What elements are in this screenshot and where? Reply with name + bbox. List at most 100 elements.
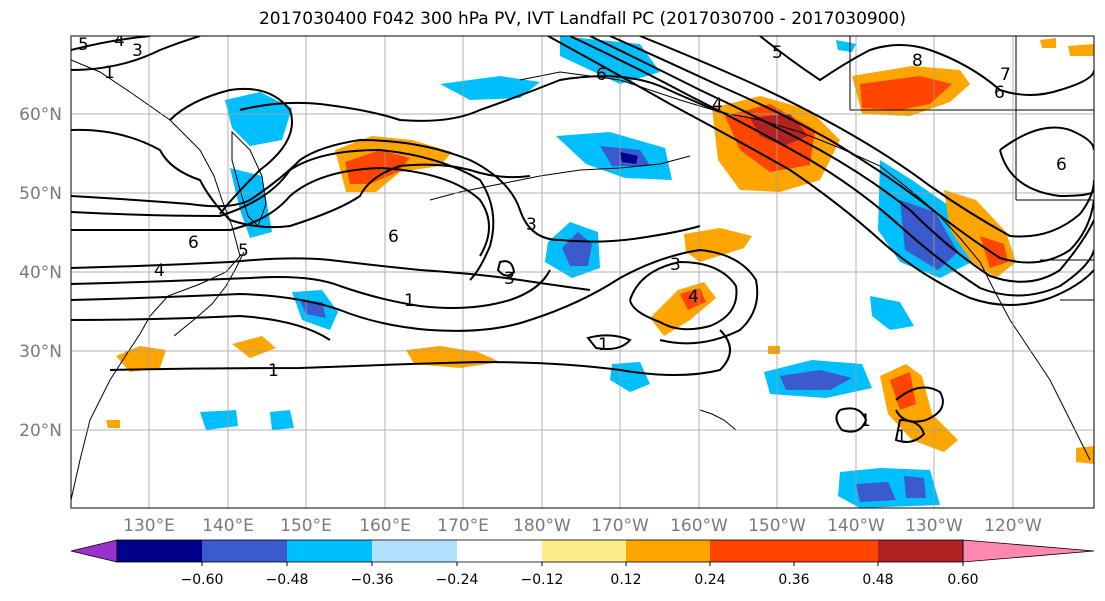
pv-negative-patch [780,370,852,390]
contour-label: 1 [268,361,279,381]
pv-positive-patch [1040,38,1056,48]
pv-positive-patch [890,372,916,410]
pv-positive-patch [106,420,120,428]
lon-label: 170°W [591,516,649,536]
pv-contour [835,407,868,433]
lon-label: 160°E [359,516,411,536]
colorbar-segment [794,540,878,562]
map-frame [70,35,1095,509]
colorbar-tick-label: 0.48 [862,572,893,588]
contour-label: 6 [388,227,399,247]
pv-negative-patch [440,76,540,100]
pv-contour [71,314,331,341]
colorbar-ticks [201,562,964,566]
lon-label: 150°E [280,516,332,536]
colorbar-tick-label: −0.36 [351,572,394,588]
contour-label: 4 [114,31,125,51]
colorbar-tick-label: 0.60 [947,572,978,588]
pv-contour [71,36,201,71]
pv-contour [547,36,1094,306]
contour-label: 1 [896,427,907,447]
contour-label: 4 [688,287,699,307]
map-title: 2017030400 F042 300 hPa PV, IVT Landfall… [258,9,906,29]
pv-positive-patch [860,76,952,110]
contour-labels: 5 4 3 1 5 4 8 7 6 6 6 5 6 3 3 3 4 1 1 1 [78,31,1067,447]
colorbar-segment [457,540,542,562]
colorbar-segment [287,540,372,562]
colorbar-segment [372,540,457,562]
contour-label: 7 [1000,65,1011,85]
pv-contour [71,248,759,345]
pv-contour [71,166,490,257]
colorbar-tick-label: −0.12 [521,572,564,588]
colorbar: −0.60 −0.48 −0.36 −0.24 −0.12 0.12 0.24 … [70,539,1095,588]
pv-negative-patch [225,92,292,146]
pv-positive-patch [1068,44,1094,56]
pv-negative-patch [856,482,896,502]
pv-contour [71,257,591,291]
pv-negative-patch [900,200,958,270]
contour-label: 1 [104,63,115,83]
lon-label: 180°W [513,516,571,536]
colorbar-tick-label: 0.12 [610,572,641,588]
pv-contour [589,36,1094,283]
pv-shading-layer [106,36,1094,508]
contour-label: 1 [860,411,871,431]
pv-positive-patch [1076,446,1094,464]
pv-contour [169,87,293,215]
pv-positive-patch [684,228,752,262]
contour-label: 4 [154,261,165,281]
lat-label: 50°N [19,184,62,204]
lat-label: 20°N [19,421,62,441]
lat-label: 40°N [19,263,62,283]
pv-contour [239,75,721,122]
contour-label: 4 [712,95,723,115]
contour-label: 5 [78,35,89,55]
lon-label: 150°W [748,516,806,536]
colorbar-right-extension [962,539,1095,563]
colorbar-tick-label: −0.24 [436,572,479,588]
pv-contour [71,148,495,281]
colorbar-segment [710,540,794,562]
contour-label: 3 [670,255,681,275]
pv-positive-patch [345,150,410,184]
contour-label: 1 [404,291,415,311]
pv-positive-patch [232,336,276,358]
colorbar-tick-label: −0.60 [181,572,224,588]
pv-contour [496,260,516,277]
latitude-labels: 60°N 50°N 40°N 30°N 20°N [19,105,62,441]
colorbar-frame [116,539,964,563]
pv-positive-patch [980,236,1008,268]
pv-positive-patch [768,346,780,354]
pv-contour [759,36,1094,96]
pv-negative-patch [270,410,294,430]
pv-contour [71,36,151,51]
pv-negative-patch [870,296,914,330]
contour-label: 5 [238,241,249,261]
contour-label: 6 [188,233,199,253]
contour-label: 6 [1056,155,1067,175]
pv-contour-layer [71,36,1094,443]
map-plot-area: 5 4 3 1 5 4 8 7 6 6 6 5 6 3 3 3 4 1 1 1 [70,31,1095,509]
lat-label: 30°N [19,342,62,362]
lon-label: 130°W [905,516,963,536]
lon-label: 160°W [670,516,728,536]
contour-label: 3 [526,215,537,235]
pv-contour [71,269,551,309]
pv-contour [71,138,701,243]
longitude-labels: 130°E 140°E 150°E 160°E 170°E 180°W 170°… [123,516,1042,536]
lon-label: 140°W [827,516,885,536]
pv-contour [569,36,1094,297]
colorbar-tick-label: 0.36 [778,572,809,588]
pv-positive-patch [116,346,166,372]
lon-label: 140°E [202,516,254,536]
pv-contour [629,260,738,331]
lon-label: 130°E [123,516,175,536]
lat-label: 60°N [19,105,62,125]
colorbar-segment [878,540,963,562]
contour-label: 1 [598,335,609,355]
pv-negative-patch [836,40,856,52]
contour-label: 6 [994,83,1005,103]
pv-negative-patch [620,152,638,164]
